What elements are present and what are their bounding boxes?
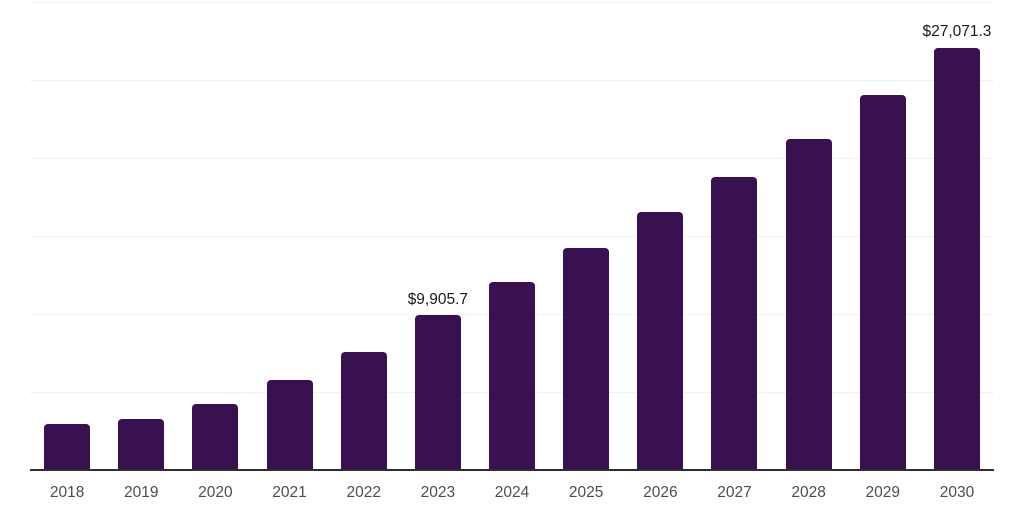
bar-2030[interactable] bbox=[933, 47, 980, 470]
x-tick-2030: 2030 bbox=[939, 484, 975, 501]
bar-2022[interactable] bbox=[340, 352, 387, 470]
bar-2020[interactable] bbox=[192, 404, 239, 470]
bar-2026[interactable] bbox=[637, 212, 684, 470]
bar-slot-2019 bbox=[104, 2, 178, 470]
bar-2019[interactable] bbox=[118, 418, 165, 470]
x-tick-2024: 2024 bbox=[494, 484, 530, 501]
x-tick-2028: 2028 bbox=[791, 484, 826, 501]
bar-2018[interactable] bbox=[44, 423, 91, 470]
bar-slot-2023: $9,905.7 bbox=[401, 2, 475, 470]
x-tick-2019: 2019 bbox=[123, 484, 159, 501]
x-tick-2029: 2029 bbox=[865, 484, 901, 501]
bars-row: $9,905.7 $27,071.3 bbox=[30, 2, 994, 470]
bar-2025[interactable] bbox=[563, 247, 610, 470]
x-tick-2026: 2026 bbox=[643, 484, 678, 501]
bar-slot-2018 bbox=[30, 2, 104, 470]
bar-value-label-2030: $27,071.3 bbox=[922, 23, 992, 41]
bar-2027[interactable] bbox=[711, 177, 758, 470]
x-tick-2020: 2020 bbox=[198, 484, 233, 501]
gridline-15000 bbox=[30, 236, 994, 237]
bar-slot-2020 bbox=[178, 2, 252, 470]
x-tick-2027: 2027 bbox=[717, 484, 752, 501]
bar-slot-2028 bbox=[772, 2, 846, 470]
bar-slot-2022 bbox=[327, 2, 401, 470]
bar-2023[interactable] bbox=[414, 315, 461, 470]
bar-slot-2030: $27,071.3 bbox=[920, 2, 994, 470]
gridline-30000 bbox=[30, 2, 994, 3]
bar-slot-2026 bbox=[623, 2, 697, 470]
gridline-20000 bbox=[30, 158, 994, 159]
x-axis-line bbox=[30, 469, 994, 471]
gridline-25000 bbox=[30, 80, 994, 81]
x-tick-2023: 2023 bbox=[420, 484, 456, 501]
x-tick-2022: 2022 bbox=[346, 484, 381, 501]
bar-2021[interactable] bbox=[266, 380, 313, 470]
plot-area: $9,905.7 $27,071.3 bbox=[30, 2, 994, 470]
bar-2029[interactable] bbox=[859, 94, 906, 470]
bar-slot-2024 bbox=[475, 2, 549, 470]
bar-slot-2027 bbox=[697, 2, 771, 470]
bar-slot-2021 bbox=[252, 2, 326, 470]
x-axis-ticks: 2018 2019 2020 2021 2022 2023 2024 2025 2026 2027… bbox=[30, 483, 994, 503]
bar-value-label-2023: $9,905.7 bbox=[407, 290, 469, 308]
bar-2024[interactable] bbox=[489, 282, 536, 470]
bar-slot-2025 bbox=[549, 2, 623, 470]
x-tick-2025: 2025 bbox=[568, 484, 604, 501]
x-tick-2021: 2021 bbox=[272, 484, 307, 501]
x-tick-2018: 2018 bbox=[49, 484, 85, 501]
bar-2028[interactable] bbox=[785, 138, 832, 470]
bar-slot-2029 bbox=[846, 2, 920, 470]
